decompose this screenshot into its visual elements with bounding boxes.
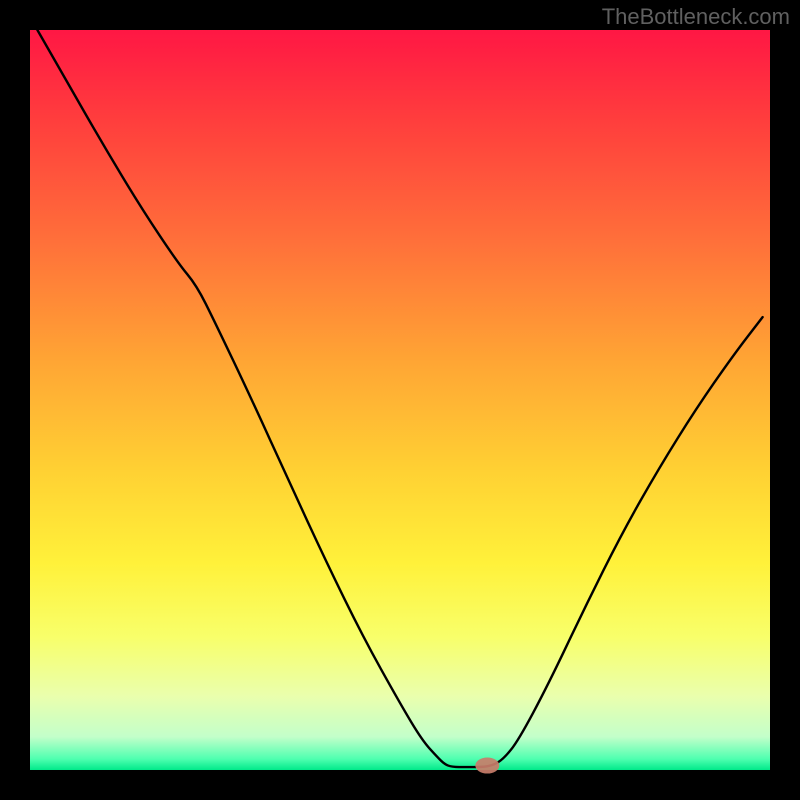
plot-background	[30, 30, 770, 770]
watermark-text: TheBottleneck.com	[602, 4, 790, 30]
chart-container: TheBottleneck.com	[0, 0, 800, 800]
optimum-marker	[475, 758, 499, 774]
chart-svg	[0, 0, 800, 800]
